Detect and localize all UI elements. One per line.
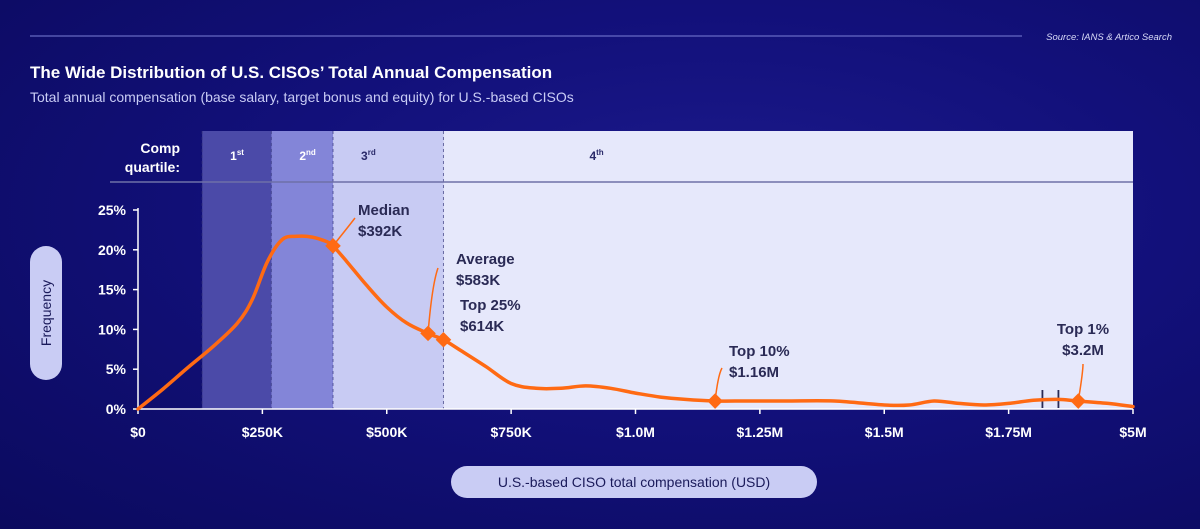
marker-label-title: Top 25%: [460, 297, 521, 314]
x-tick-label: $1.5M: [865, 424, 904, 440]
x-tick-label: $5M: [1119, 424, 1146, 440]
y-tick-label: 10%: [98, 321, 127, 337]
quartile-label-2: 2nd: [299, 148, 316, 163]
marker-diamond: [1070, 393, 1087, 409]
y-axis-label: Frequency: [38, 280, 54, 346]
quartile-band-1: [202, 131, 272, 409]
marker-label-value: $583K: [456, 272, 500, 289]
quartile-label-4: 4th: [589, 148, 603, 163]
x-axis: $0 $250K $500K $750K $1.0M $1.25M $1.5M $1.75M $…: [130, 390, 1147, 440]
marker-label-value: $3.2M: [1062, 342, 1104, 359]
y-axis: 0% 5% 10% 15% 20% 25%: [98, 202, 139, 417]
marker-diamond: [325, 238, 341, 254]
y-tick-label: 25%: [98, 202, 127, 218]
x-tick-label: $750K: [490, 424, 531, 440]
marker-label-value: $614K: [460, 318, 504, 335]
marker-label-value: $1.16M: [729, 364, 779, 381]
x-tick-label: $0: [130, 424, 146, 440]
y-tick-label: 5%: [106, 361, 127, 377]
quartile-bands: [201, 131, 1134, 409]
y-tick-label: 20%: [98, 242, 127, 258]
marker-label-title: Average: [456, 251, 515, 268]
quartile-band-2: [271, 131, 334, 409]
x-axis-label-pill: U.S.-based CISO total compensation (USD): [451, 466, 817, 498]
y-axis-label-pill: Frequency: [30, 246, 62, 380]
chart-subtitle: Total annual compensation (base salary, …: [30, 89, 574, 105]
quartile-labels: 1st 2nd 3rd 4th: [230, 148, 604, 163]
x-tick-label: $1.0M: [616, 424, 655, 440]
marker-label-title: Top 1%: [1057, 321, 1109, 338]
comp-quartile-label-line1: Comp: [140, 140, 180, 156]
comp-quartile-label-line2: quartile:: [125, 159, 180, 175]
frequency-curve-group: [136, 234, 1135, 411]
quartile-label-3: 3rd: [361, 148, 376, 163]
marker-label-value: $392K: [358, 223, 402, 240]
marker-label-title: Top 10%: [729, 343, 790, 360]
chart-title: The Wide Distribution of U.S. CISOs’ Tot…: [30, 63, 552, 82]
marker-label-title: Median: [358, 202, 410, 219]
marker-leader-line: [427, 267, 439, 334]
frequency-curve: [136, 234, 1135, 411]
x-tick-label: $1.75M: [985, 424, 1032, 440]
quartile-band-4: [443, 131, 1134, 409]
quartile-band-3: [333, 131, 444, 409]
x-tick-label: $500K: [366, 424, 407, 440]
x-axis-label: U.S.-based CISO total compensation (USD): [498, 474, 770, 490]
quartile-label-1: 1st: [230, 148, 244, 163]
x-tick-label: $250K: [242, 424, 283, 440]
y-tick-label: 0%: [106, 401, 127, 417]
y-tick-label: 15%: [98, 282, 127, 298]
source-text: Source: IANS & Artico Search: [1046, 32, 1172, 43]
x-tick-label: $1.25M: [737, 424, 784, 440]
